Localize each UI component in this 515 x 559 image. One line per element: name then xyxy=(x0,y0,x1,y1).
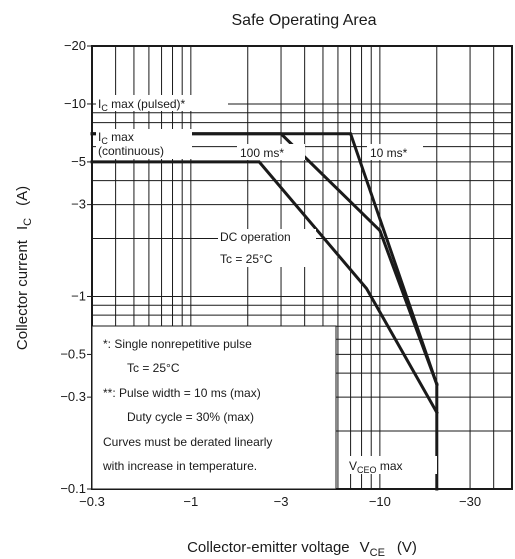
y-tick-label: −1 xyxy=(71,288,86,303)
y-tick-label: −5 xyxy=(71,154,86,169)
soa-curve-2 xyxy=(90,160,439,415)
label-100ms: 100 ms* xyxy=(240,146,284,160)
note-2: Tc = 25°C xyxy=(127,361,180,375)
annotations: IC max (pulsed)* IC max (continuous) 100… xyxy=(96,95,437,475)
x-tick-label: −0.3 xyxy=(79,494,105,509)
dc-operation-label: DC operation xyxy=(220,230,291,244)
x-tick-label: −10 xyxy=(369,494,391,509)
y-tick-label: −20 xyxy=(64,38,86,53)
y-tick-labels: −20 −10 −5 −3 −1 −0.5 −0.3 −0.1 xyxy=(60,38,92,496)
x-tick-label: −1 xyxy=(183,494,198,509)
x-axis-label: Collector-emitter voltage VCE (V) xyxy=(187,539,417,559)
y-tick-label: −0.1 xyxy=(60,481,86,496)
note-4: Duty cycle = 30% (max) xyxy=(127,410,254,424)
ic-max-cont-label-2: (continuous) xyxy=(98,144,164,158)
x-tick-label: −30 xyxy=(459,494,481,509)
notes-box xyxy=(91,325,337,490)
y-tick-label: −3 xyxy=(71,197,86,212)
note-5: Curves must be derated linearly xyxy=(103,435,272,449)
x-tick-label: −3 xyxy=(274,494,289,509)
note-3: **: Pulse width = 10 ms (max) xyxy=(103,386,261,400)
ic-max-pulsed-label: IC max (pulsed)* xyxy=(98,97,186,113)
note-1: *: Single nonrepetitive pulse xyxy=(103,337,252,351)
y-tick-label: −0.5 xyxy=(60,346,86,361)
vceo-max-label: VCEO max xyxy=(349,459,403,475)
y-tick-label: −0.3 xyxy=(60,389,86,404)
y-tick-label: −10 xyxy=(64,96,86,111)
dc-temp-label: Tc = 25°C xyxy=(220,252,273,266)
note-6: with increase in temperature. xyxy=(102,459,257,473)
y-axis-label: Collector currentIC(A) xyxy=(14,186,34,350)
label-10ms: 10 ms* xyxy=(370,146,408,160)
chart-title: Safe Operating Area xyxy=(232,12,377,29)
x-tick-labels: −0.3 −1 −3 −10 −30 xyxy=(79,494,481,509)
ic-max-cont-label: IC max xyxy=(98,130,134,146)
